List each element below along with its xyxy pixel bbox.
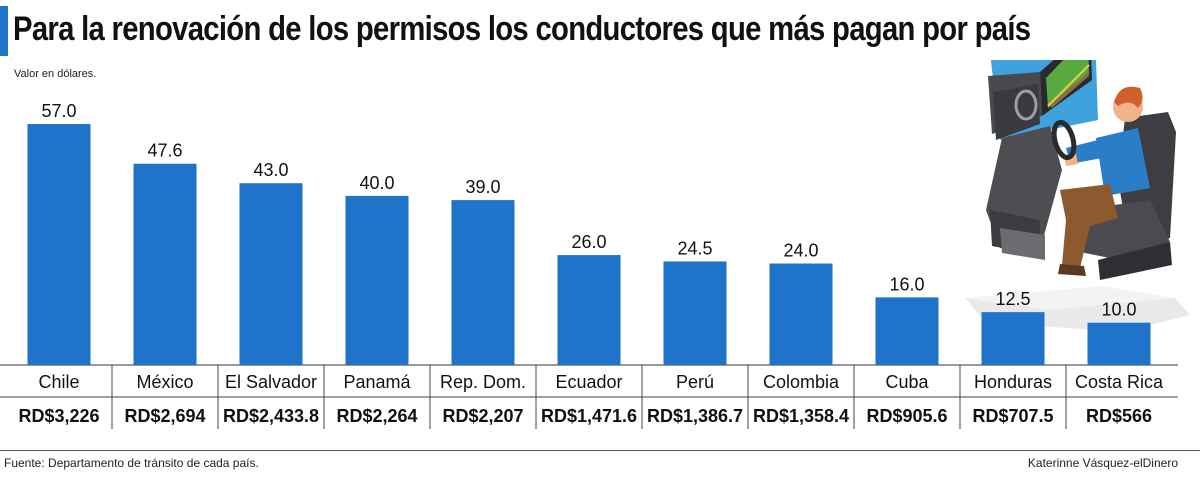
- value-label: 24.0: [783, 241, 818, 261]
- category-label: El Salvador: [225, 372, 317, 392]
- local-currency-label: RD$1,471.6: [541, 406, 637, 426]
- local-currency-label: RD$1,358.4: [753, 406, 849, 426]
- bar: [345, 195, 409, 365]
- bar: [451, 200, 515, 365]
- footer-divider: [0, 450, 1200, 451]
- bar: [27, 124, 91, 365]
- author-credit: Katerinne Vásquez-elDinero: [1027, 456, 1178, 470]
- value-label: 16.0: [889, 274, 924, 294]
- bar: [663, 261, 727, 365]
- value-label: 57.0: [41, 101, 76, 121]
- value-label: 12.5: [995, 289, 1030, 309]
- bars-layer: 57.0 47.6 43.0 40.0 39.0 26.0 24.5 24.0 16.0 12.5…: [27, 101, 1151, 365]
- value-label: 24.5: [677, 238, 712, 258]
- bar: [557, 255, 621, 365]
- category-label: Colombia: [763, 372, 840, 392]
- local-currency-label: RD$2,433.8: [223, 406, 319, 426]
- bar: [875, 297, 939, 365]
- local-currency-label: RD$566: [1086, 406, 1152, 426]
- value-label: 47.6: [147, 141, 182, 161]
- bar: [1087, 322, 1151, 365]
- source-note: Fuente: Departamento de tránsito de cada…: [4, 456, 259, 470]
- local-currency-label: RD$707.5: [972, 406, 1053, 426]
- bar-chart: Chile RD$3,226 México RD$2,694 El Salvador RD…: [0, 60, 1190, 429]
- category-label: Honduras: [974, 372, 1052, 392]
- value-label: 39.0: [465, 177, 500, 197]
- bar: [239, 183, 303, 365]
- bar: [133, 163, 197, 365]
- category-label: México: [136, 372, 193, 392]
- local-currency-label: RD$2,264: [336, 406, 417, 426]
- bar: [769, 263, 833, 365]
- value-label: 40.0: [359, 173, 394, 193]
- value-label: 43.0: [253, 160, 288, 180]
- driving-simulator-illustration: [965, 60, 1190, 332]
- chart-title: Para la renovación de los permisos los c…: [13, 10, 1031, 48]
- local-currency-label: RD$1,386.7: [647, 406, 743, 426]
- category-label: Costa Rica: [1075, 372, 1164, 392]
- local-currency-label: RD$2,694: [124, 406, 205, 426]
- local-currency-label: RD$905.6: [866, 406, 947, 426]
- bar: [981, 312, 1045, 365]
- category-axis: Chile RD$3,226 México RD$2,694 El Salvador RD…: [0, 364, 1178, 429]
- title-bar: Para la renovación de los permisos los c…: [0, 0, 1200, 62]
- unit-label: Valor en dólares.: [14, 68, 97, 80]
- category-label: Chile: [38, 372, 79, 392]
- category-label: Cuba: [885, 372, 929, 392]
- local-currency-label: RD$2,207: [442, 406, 523, 426]
- category-label: Perú: [676, 372, 714, 392]
- title-accent: [0, 6, 8, 56]
- value-label: 26.0: [571, 232, 606, 252]
- value-label: 10.0: [1101, 300, 1136, 320]
- category-label: Rep. Dom.: [440, 372, 526, 392]
- category-label: Ecuador: [555, 372, 622, 392]
- category-label: Panamá: [343, 372, 411, 392]
- local-currency-label: RD$3,226: [18, 406, 99, 426]
